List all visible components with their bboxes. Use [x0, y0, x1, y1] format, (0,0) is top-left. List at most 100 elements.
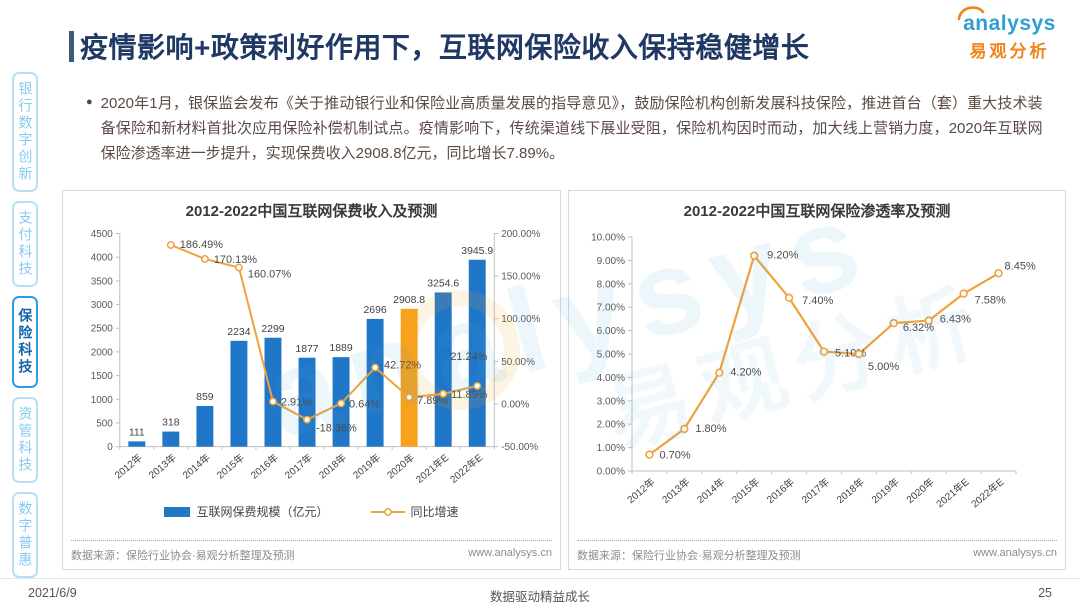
svg-text:170.13%: 170.13%: [214, 254, 257, 266]
svg-text:3000: 3000: [91, 300, 114, 311]
svg-text:2021年E: 2021年E: [933, 475, 971, 510]
svg-text:5.00%: 5.00%: [597, 350, 625, 361]
penetration-chart-title: 2012-2022中国互联网保险渗透率及预测: [683, 203, 951, 220]
svg-text:2021年E: 2021年E: [413, 451, 451, 486]
svg-text:2015年: 2015年: [214, 451, 247, 482]
svg-text:3945.9: 3945.9: [461, 246, 493, 257]
svg-text:9.00%: 9.00%: [597, 256, 625, 267]
svg-text:2014年: 2014年: [180, 451, 213, 482]
sidebar-tab-insurance-tech[interactable]: 保险科技: [11, 296, 39, 388]
svg-text:6.43%: 6.43%: [940, 314, 971, 326]
svg-text:8.45%: 8.45%: [1005, 260, 1036, 272]
svg-text:2000: 2000: [91, 347, 114, 358]
penetration-chart-canvas: 0.00% 1.00% 2.00% 3.00% 4.00% 5.00% 6.00% 7.00%…: [570, 223, 1064, 515]
svg-text:0.64%: 0.64%: [349, 398, 380, 410]
legend-item-line: 同比增速: [370, 503, 459, 520]
svg-text:4000: 4000: [91, 253, 114, 264]
svg-text:2019年: 2019年: [350, 451, 383, 482]
sidebar-tab-banking-digital[interactable]: 银行数字创新: [11, 72, 39, 192]
svg-text:0.00%: 0.00%: [597, 467, 625, 478]
sidebar-tab-payment-tech[interactable]: 支付科技: [11, 201, 39, 287]
website-url-right: www.analysys.cn: [973, 547, 1057, 559]
svg-text:2022年E: 2022年E: [968, 475, 1006, 510]
svg-text:500: 500: [96, 418, 113, 429]
svg-text:3254.6: 3254.6: [427, 279, 459, 290]
svg-text:2015年: 2015年: [729, 475, 762, 506]
page-number: 25: [1038, 586, 1052, 600]
svg-text:4500: 4500: [91, 229, 114, 240]
svg-text:1.80%: 1.80%: [695, 423, 726, 435]
svg-text:2020年: 2020年: [384, 451, 417, 482]
bullet-icon: ●: [86, 96, 93, 108]
svg-text:2020年: 2020年: [904, 475, 937, 506]
svg-text:3.00%: 3.00%: [597, 396, 625, 407]
svg-text:7.58%: 7.58%: [975, 295, 1006, 307]
svg-text:2500: 2500: [91, 324, 114, 335]
sidebar-tab-asset-mgmt-tech[interactable]: 资管科技: [11, 397, 39, 483]
svg-text:2013年: 2013年: [146, 451, 179, 482]
svg-text:4.20%: 4.20%: [730, 367, 761, 379]
data-source-right: 数据来源：保险行业协会·易观分析整理及预测: [577, 550, 801, 562]
svg-text:150.00%: 150.00%: [501, 272, 540, 283]
analysys-logo: analysys 易观分析: [947, 6, 1072, 62]
title-accent-bar: [69, 31, 74, 62]
svg-text:2.91%: 2.91%: [281, 397, 312, 409]
svg-text:186.49%: 186.49%: [180, 239, 223, 251]
svg-text:1000: 1000: [91, 395, 114, 406]
premium-chart-title: 2012-2022中国互联网保费收入及预测: [185, 203, 438, 220]
svg-text:2012年: 2012年: [624, 475, 657, 506]
website-url-left: www.analysys.cn: [468, 547, 552, 559]
svg-text:21.24%: 21.24%: [450, 351, 487, 363]
svg-text:859: 859: [196, 392, 214, 403]
svg-text:2013年: 2013年: [659, 475, 692, 506]
svg-text:2696: 2696: [363, 305, 386, 316]
svg-text:7.40%: 7.40%: [802, 295, 833, 307]
line-marker-swatch-icon: [370, 507, 405, 516]
svg-text:11.89%: 11.89%: [451, 389, 488, 401]
logo-brand-cn: 易观分析: [969, 42, 1050, 61]
logo-brand-text: analysys: [963, 12, 1056, 35]
key-insight-text: 2020年1月，银保监会发布《关于推动银行业和保险业高质量发展的指导意见》，鼓励…: [100, 95, 1043, 162]
svg-text:2.00%: 2.00%: [597, 420, 625, 431]
svg-text:0.70%: 0.70%: [659, 450, 690, 462]
svg-text:1500: 1500: [91, 371, 114, 382]
bar-swatch-icon: [164, 506, 191, 517]
svg-text:2018年: 2018年: [834, 475, 867, 506]
svg-text:2022年E: 2022年E: [447, 451, 485, 486]
penetration-chart-footer: 数据来源：保险行业协会·易观分析整理及预测 www.analysys.cn: [577, 540, 1057, 563]
svg-text:2908.8: 2908.8: [393, 295, 425, 306]
svg-text:100.00%: 100.00%: [501, 314, 540, 325]
logo-swoosh-icon: [956, 3, 986, 31]
svg-text:0.00%: 0.00%: [501, 399, 529, 410]
key-insight-row: ● 2020年1月，银保监会发布《关于推动银行业和保险业高质量发展的指导意见》，…: [86, 91, 1046, 166]
svg-text:10.00%: 10.00%: [591, 233, 625, 244]
svg-text:50.00%: 50.00%: [501, 357, 535, 368]
svg-text:8.00%: 8.00%: [597, 279, 625, 290]
svg-text:4.00%: 4.00%: [597, 373, 625, 384]
svg-text:1.00%: 1.00%: [597, 443, 625, 454]
svg-text:2016年: 2016年: [248, 451, 281, 482]
logo-wordmark: analysys: [957, 6, 1056, 36]
svg-text:2299: 2299: [261, 324, 284, 335]
sidebar-tab-digital-inclusion[interactable]: 数字普惠: [11, 492, 39, 578]
svg-text:111: 111: [129, 427, 145, 438]
svg-text:2012年: 2012年: [112, 451, 145, 482]
premium-chart-canvas: 0 500 1000 1500 2000 2500 3000 3500 4000 4500 -50.…: [64, 223, 559, 489]
svg-text:2018年: 2018年: [316, 451, 349, 482]
svg-text:3500: 3500: [91, 276, 114, 287]
legend-item-bar: 互联网保费规模（亿元）: [164, 503, 329, 520]
premium-chart-footer: 数据来源：保险行业协会·易观分析整理及预测 www.analysys.cn: [71, 540, 552, 563]
svg-text:6.32%: 6.32%: [903, 322, 934, 334]
legend-label: 同比增速: [410, 505, 459, 519]
svg-text:318: 318: [162, 418, 180, 429]
svg-text:2019年: 2019年: [869, 475, 902, 506]
footer-date: 2021/6/9: [28, 586, 77, 600]
svg-text:2017年: 2017年: [282, 451, 315, 482]
svg-text:-18.36%: -18.36%: [316, 423, 357, 435]
svg-text:-50.00%: -50.00%: [501, 442, 538, 453]
svg-text:1889: 1889: [329, 343, 352, 354]
slide-footer: 2021/6/9 数据驱动精益成长 25: [0, 578, 1080, 608]
page-title: 疫情影响+政策利好作用下，互联网保险收入保持稳健增长: [80, 32, 810, 63]
premium-chart-legend: 互联网保费规模（亿元） 同比增速: [63, 503, 560, 520]
